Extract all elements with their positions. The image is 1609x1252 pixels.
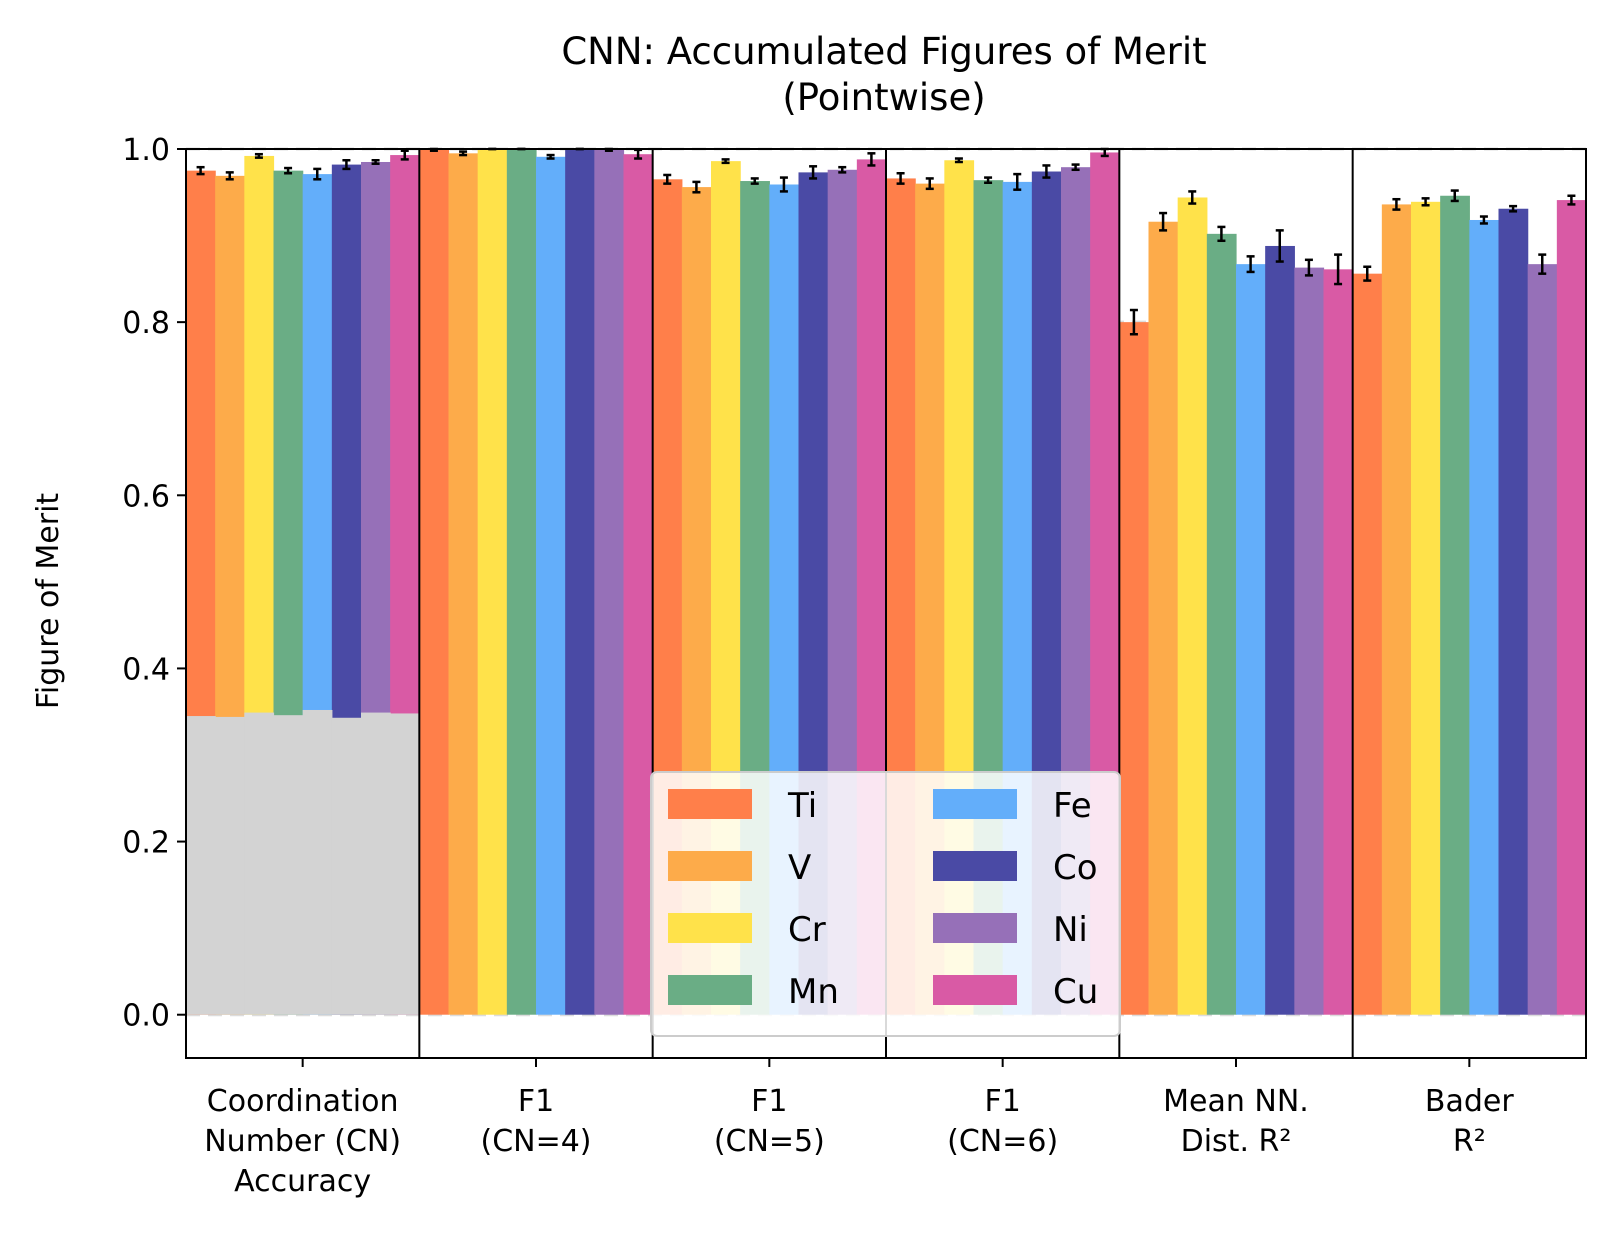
- legend-label-Cu: Cu: [1053, 972, 1098, 1012]
- x-tick-label: (CN=5): [714, 1124, 825, 1159]
- legend: Ti V Cr Mn Fe Co Ni Cu: [650, 771, 1121, 1037]
- bar-Cr-4: [1177, 197, 1208, 1015]
- bar-Cu-5: [1556, 200, 1587, 1015]
- legend-swatch-Mn: [668, 975, 752, 1005]
- bar-V-4: [1148, 221, 1179, 1015]
- legend-swatch-Ni: [933, 913, 1017, 943]
- bar-Fe-5: [1469, 219, 1500, 1015]
- legend-swatch-Co: [933, 851, 1017, 881]
- bar-Fe-1: [536, 156, 566, 1015]
- bar-Cr-1: [477, 149, 508, 1015]
- legend-swatch-Fe: [933, 789, 1017, 819]
- bar-Ni-1: [594, 149, 625, 1015]
- legend-swatch-Ti: [668, 789, 752, 819]
- bar-V-1: [448, 153, 479, 1015]
- x-tick-label: Dist. R²: [1181, 1124, 1292, 1159]
- bar-Ti-5: [1352, 273, 1383, 1015]
- x-tick-label: Bader: [1425, 1084, 1514, 1119]
- bar-Ni-4: [1294, 267, 1325, 1015]
- legend-label-Cr: Cr: [788, 910, 826, 950]
- x-tick-label: Number (CN): [204, 1124, 401, 1159]
- x-tick-label: Mean NN.: [1163, 1084, 1309, 1119]
- y-tick-label: 0.8: [122, 306, 170, 341]
- x-tick-label: F1: [751, 1084, 787, 1119]
- x-tick-label: (CN=4): [480, 1124, 591, 1159]
- bar-Mn-1: [506, 149, 537, 1015]
- legend-label-Ni: Ni: [1053, 910, 1088, 950]
- y-tick-label: 0.0: [122, 999, 170, 1034]
- x-tick-label: Accuracy: [234, 1164, 371, 1199]
- x-tick-label: Coordination: [207, 1084, 399, 1119]
- bar-Mn-5: [1440, 195, 1470, 1015]
- chart-subtitle: (Pointwise): [782, 76, 985, 119]
- error-bar-layer: [196, 147, 1576, 336]
- baseline-bar-0: [186, 716, 216, 1015]
- legend-swatch-V: [668, 851, 752, 881]
- bar-V-5: [1381, 204, 1412, 1015]
- x-tick-label: (CN=6): [947, 1124, 1058, 1159]
- chart-title: CNN: Accumulated Figures of Merit: [561, 30, 1206, 73]
- bar-Cu-4: [1323, 269, 1354, 1015]
- bar-Cu-1: [623, 154, 654, 1015]
- baseline-bar-7: [390, 713, 420, 1015]
- baseline-bar-4: [302, 709, 333, 1015]
- x-tick-label: F1: [518, 1084, 554, 1119]
- bar-Ti-1: [419, 149, 450, 1015]
- bar-Fe-4: [1236, 264, 1266, 1015]
- y-tick-label: 1.0: [122, 133, 170, 168]
- legend-swatch-Cu: [933, 975, 1017, 1005]
- legend-swatch-Cr: [668, 913, 752, 943]
- legend-label-Co: Co: [1053, 848, 1098, 888]
- legend-label-Fe: Fe: [1053, 786, 1092, 826]
- bar-Co-1: [565, 149, 595, 1015]
- bar-Ti-4: [1119, 322, 1150, 1015]
- legend-label-V: V: [788, 848, 811, 888]
- plot-frame: [185, 148, 1587, 1059]
- y-tick-label: 0.6: [122, 479, 170, 514]
- legend-box: [650, 771, 1121, 1037]
- y-tick-label: 0.2: [122, 826, 170, 861]
- bar-Cr-5: [1411, 201, 1441, 1015]
- x-tick-label: F1: [984, 1084, 1020, 1119]
- y-axis-label: Figure of Merit: [31, 493, 66, 710]
- axis-layer: 0.0 0.2 0.4 0.6 0.8 1.0 Coordination Number (CN…: [122, 133, 1587, 1199]
- bar-Co-5: [1498, 208, 1529, 1015]
- baseline-bar-3: [273, 715, 304, 1015]
- legend-label-Mn: Mn: [788, 972, 839, 1012]
- y-tick-label: 0.4: [122, 652, 170, 687]
- x-tick-label: R²: [1453, 1124, 1486, 1159]
- bar-Mn-4: [1206, 233, 1237, 1015]
- bar-Ni-5: [1527, 264, 1558, 1015]
- baseline-bar-1: [215, 716, 245, 1015]
- baseline-bar-5: [331, 717, 362, 1015]
- legend-label-Ti: Ti: [787, 786, 817, 826]
- bar-Co-4: [1265, 245, 1295, 1015]
- baseline-bar-6: [361, 712, 391, 1015]
- baseline-bar-2: [244, 712, 275, 1015]
